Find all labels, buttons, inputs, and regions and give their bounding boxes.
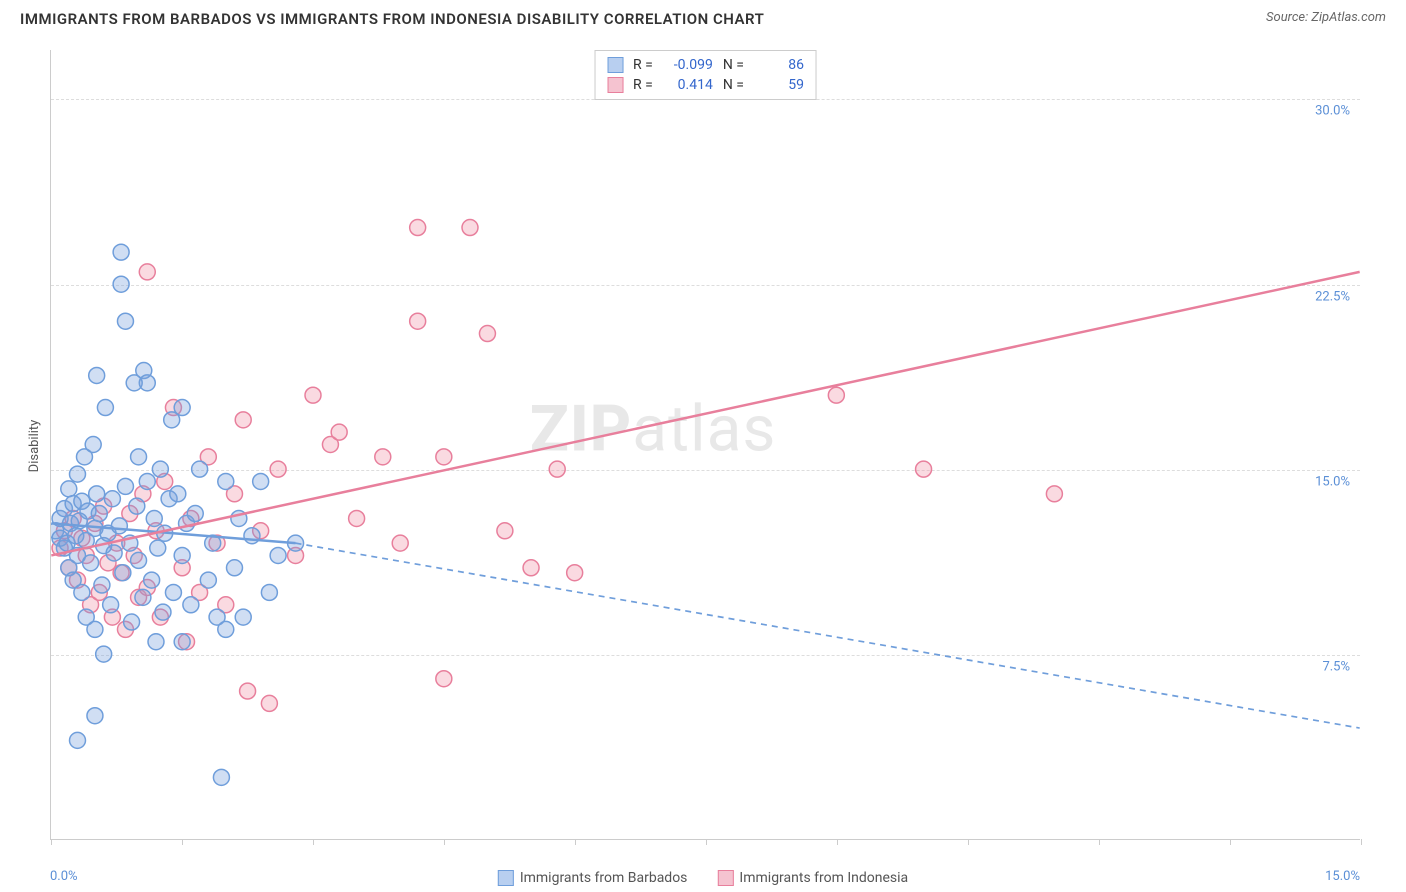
legend-swatch-2 [717, 870, 733, 886]
legend-label-1: Immigrants from Barbados [520, 870, 688, 886]
header: IMMIGRANTS FROM BARBADOS VS IMMIGRANTS F… [0, 0, 1406, 40]
n-value-2: 59 [754, 77, 804, 93]
legend-label-2: Immigrants from Indonesia [739, 870, 908, 886]
swatch-series-1 [607, 57, 623, 73]
x-axis-min-label: 0.0% [50, 869, 78, 884]
r-label-2: R = [633, 77, 653, 93]
r-value-1: -0.099 [663, 57, 713, 73]
plot-area: ZIPatlas R = -0.099 N = 86 R = 0.414 N =… [50, 50, 1360, 840]
chart-title: IMMIGRANTS FROM BARBADOS VS IMMIGRANTS F… [20, 10, 764, 28]
r-label: R = [633, 57, 653, 73]
bottom-legend: Immigrants from Barbados Immigrants from… [498, 870, 908, 886]
r-value-2: 0.414 [663, 77, 713, 93]
legend-item-1: Immigrants from Barbados [498, 870, 688, 886]
source-label: Source: ZipAtlas.com [1266, 10, 1386, 25]
n-value-1: 86 [754, 57, 804, 73]
correlation-box: R = -0.099 N = 86 R = 0.414 N = 59 [594, 50, 817, 100]
legend-swatch-1 [498, 870, 514, 886]
chart-svg [51, 50, 1360, 839]
n-label: N = [723, 57, 744, 73]
legend-item-2: Immigrants from Indonesia [717, 870, 908, 886]
y-axis-label: Disability [27, 420, 42, 473]
swatch-series-2 [607, 77, 623, 93]
corr-row-2: R = 0.414 N = 59 [607, 75, 804, 95]
corr-row-1: R = -0.099 N = 86 [607, 55, 804, 75]
chart-container: IMMIGRANTS FROM BARBADOS VS IMMIGRANTS F… [0, 0, 1406, 892]
n-label-2: N = [723, 77, 744, 93]
x-axis-max-label: 15.0% [1325, 869, 1360, 884]
